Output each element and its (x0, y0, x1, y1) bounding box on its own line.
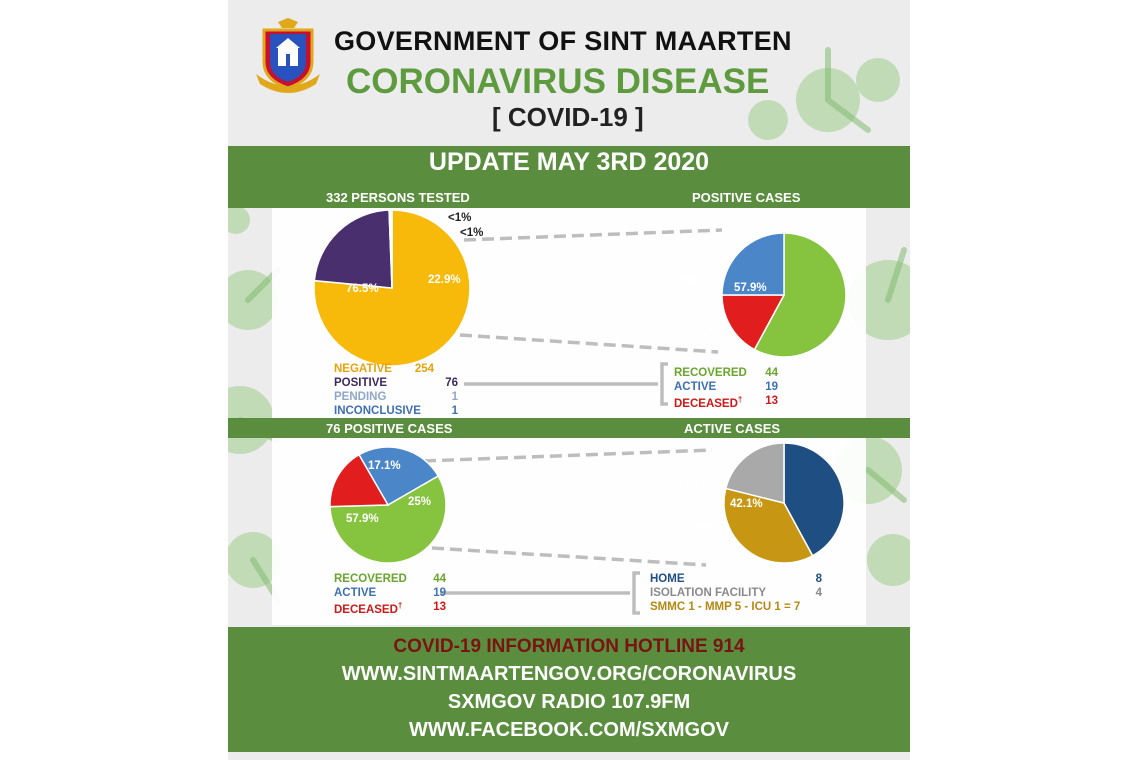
legend-item-recovered-top: RECOVERED 44 (674, 367, 778, 379)
disease-title: CORONAVIRUS DISEASE (346, 62, 770, 101)
pie-slice-3-recovered (329, 474, 447, 564)
pie-charts (313, 209, 847, 615)
slice-label-pending: <1% (448, 212, 472, 224)
legend-item-smmc: SMMC 1 - MMP 5 - ICU 1 = 7 (650, 601, 801, 613)
pie-slice-1-inconclusive (389, 209, 393, 289)
pie-slice-3-active (357, 446, 440, 507)
legend-item-home: HOME 8 (650, 573, 822, 585)
slice-label-negative: 76.5% (346, 283, 379, 295)
mid-band (228, 418, 910, 438)
pie-slice-1-positive (313, 209, 393, 289)
pie-slice-2-deceased (721, 294, 786, 351)
covid-id-label: [ COVID-19 ] (492, 102, 644, 132)
radio-text: SXMGOV RADIO 107.9FM (447, 691, 691, 713)
slice-label-smmc: 36.8% (680, 522, 713, 534)
legend-item-negative: NEGATIVE 254 (334, 363, 434, 375)
pie-slice-3-deceased (329, 453, 390, 508)
hotline-text: COVID-19 INFORMATION HOTLINE 914 (393, 636, 745, 657)
slice-label-inconclusive: <1% (460, 227, 484, 239)
website-link[interactable]: WWW.SINTMAARTENGOV.ORG/CORONAVIRUS (341, 663, 797, 685)
slice-label-recovered-bottom: 57.9% (346, 513, 379, 525)
legend-item-recovered-bottom: RECOVERED 44 (334, 573, 446, 585)
legend-item-isolation: ISOLATION FACILITY 4 (650, 587, 822, 599)
coat-of-arms-icon (256, 18, 320, 93)
pie-slice-4-smmc-1-mmp-5-icu-1-7 (723, 487, 814, 564)
slice-label-home: 42.1% (730, 498, 763, 510)
legend-item-active-bottom: ACTIVE 19 (334, 587, 446, 599)
legend-item-active-top: ACTIVE 19 (674, 381, 778, 393)
pie-slice-1-negative (313, 209, 471, 367)
header: GOVERNMENT OF SINT MAARTEN CORONAVIRUS D… (228, 0, 910, 142)
pie-slice-2-recovered (753, 232, 847, 358)
pie-slice-4-home (783, 442, 845, 557)
infographic-poster: GOVERNMENT OF SINT MAARTEN CORONAVIRUS D… (228, 0, 910, 760)
update-title: UPDATE MAY 3RD 2020 (428, 148, 710, 176)
legend-item-positive: POSITIVE 76 (334, 377, 458, 389)
slice-label-deceased-top: 17.1% (700, 326, 733, 338)
pie-slice-4-isolation-facility (724, 442, 785, 504)
slice-label-positive: 22.9% (428, 274, 461, 286)
slice-label-active-bottom: 25% (408, 496, 432, 508)
pie-slice-2-active (721, 232, 785, 296)
legend-item-pending: PENDING 1 (334, 391, 458, 403)
update-band (228, 146, 910, 208)
legend-item-inconclusive: INCONCLUSIVE 1 (334, 405, 458, 417)
slice-label-recovered-top: 57.9% (734, 282, 767, 294)
legend-item-deceased-bottom: DECEASED† 13 (334, 601, 446, 616)
slice-label-isolation: 21.1% (678, 476, 711, 488)
slice-label-active-top: 25% (674, 275, 698, 287)
slice-label-deceased-bottom: 17.1% (368, 460, 401, 472)
section-title-active-cases: ACTIVE CASES (684, 421, 781, 436)
section-title-76-positive-cases: 76 POSITIVE CASES (326, 421, 453, 436)
government-title: GOVERNMENT OF SINT MAARTEN (334, 26, 792, 56)
facebook-link[interactable]: WWW.FACEBOOK.COM/SXMGOV (409, 719, 729, 741)
section-title-positive-cases: POSITIVE CASES (692, 190, 801, 205)
legend-item-deceased-top: DECEASED† 13 (674, 395, 778, 410)
footer-band (228, 627, 910, 752)
section-title-persons-tested: 332 PERSONS TESTED (326, 190, 470, 205)
